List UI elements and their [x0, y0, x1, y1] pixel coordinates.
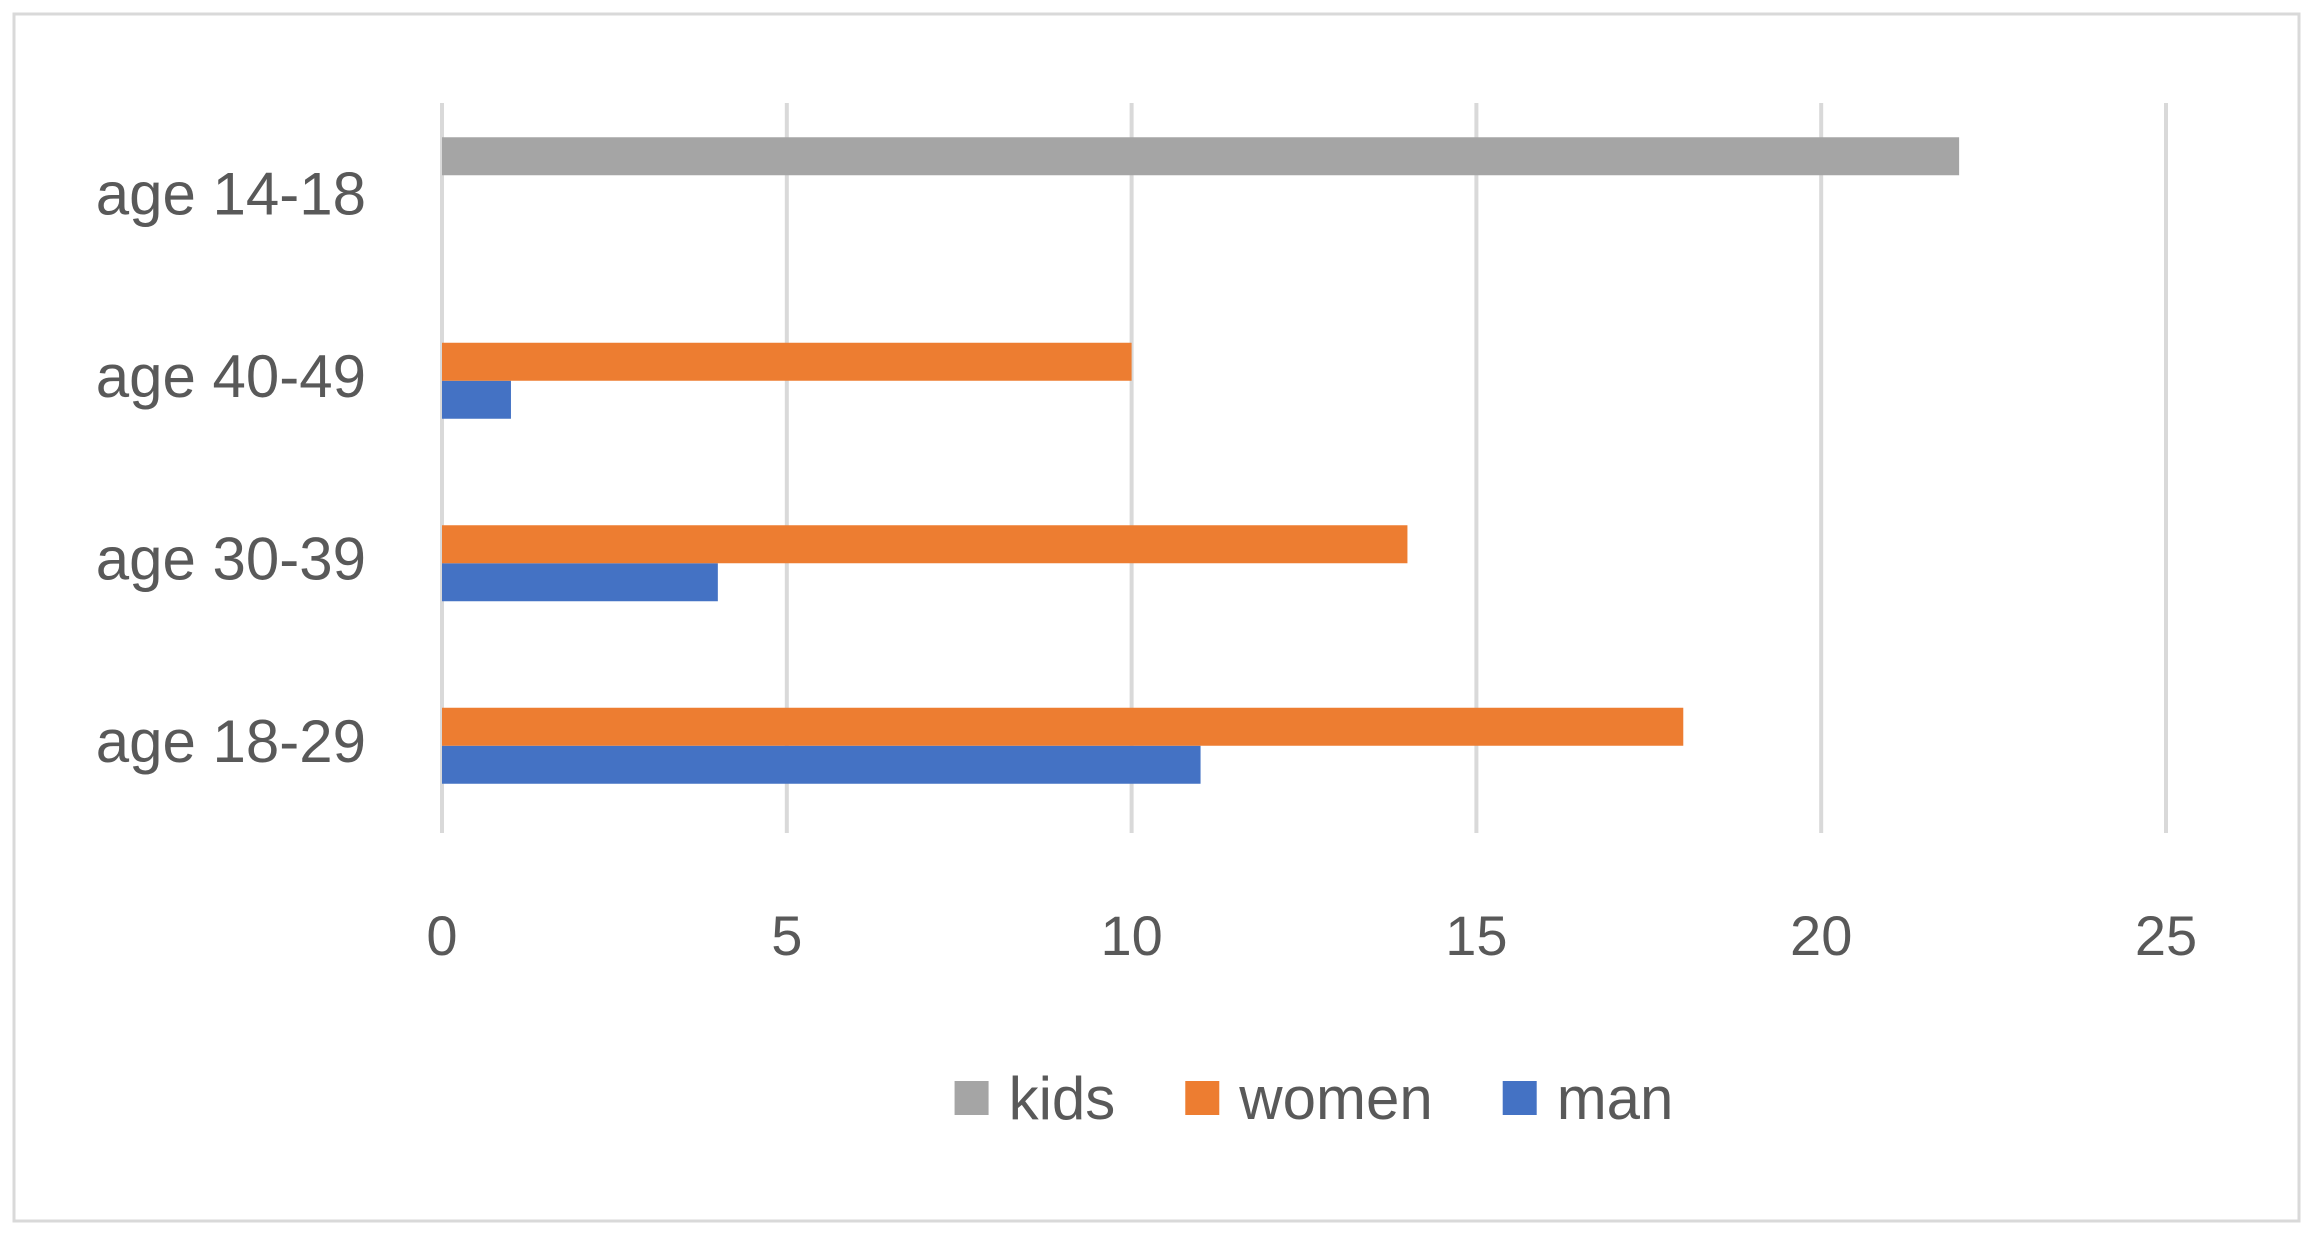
x-tick-labels: 0 5 10 15 20 25 [426, 904, 2197, 967]
bar-women-age-30-39 [442, 525, 1408, 564]
bar-man-age-18-29 [442, 745, 1201, 784]
legend-swatch-women [1185, 1081, 1220, 1115]
x-tick-label: 0 [426, 904, 457, 967]
chart-border [12, 12, 2301, 1223]
bar-man-age-30-39 [442, 563, 718, 602]
x-tick-label: 15 [1445, 904, 1507, 967]
legend-swatch-man [1502, 1081, 1537, 1115]
legend-label-kids: kids [1009, 1065, 1116, 1132]
category-label: age 40-49 [96, 343, 366, 410]
legend-label-man: man [1557, 1065, 1674, 1132]
bar-women-age-40-49 [442, 342, 1132, 381]
legend: kids women man [954, 1065, 1674, 1132]
bar-kids-age-14-18 [442, 137, 1960, 176]
x-tick-label: 20 [1790, 904, 1852, 967]
category-label: age 14-18 [96, 160, 366, 227]
category-label: age 30-39 [96, 525, 366, 592]
x-tick-label: 10 [1100, 904, 1162, 967]
x-tick-label: 5 [771, 904, 802, 967]
bar-man-age-40-49 [442, 380, 511, 419]
legend-item-man: man [1502, 1065, 1674, 1132]
category-label: age 18-29 [96, 708, 366, 775]
legend-label-women: women [1238, 1065, 1432, 1132]
x-tick-label: 25 [2135, 904, 2197, 967]
legend-item-kids: kids [954, 1065, 1116, 1132]
bar-women-age-18-29 [442, 707, 1684, 746]
bars [442, 137, 1960, 784]
category-labels: age 18-29 age 30-39 age 40-49 age 14-18 [96, 160, 366, 775]
legend-swatch-kids [954, 1081, 989, 1115]
legend-item-women: women [1185, 1065, 1433, 1132]
